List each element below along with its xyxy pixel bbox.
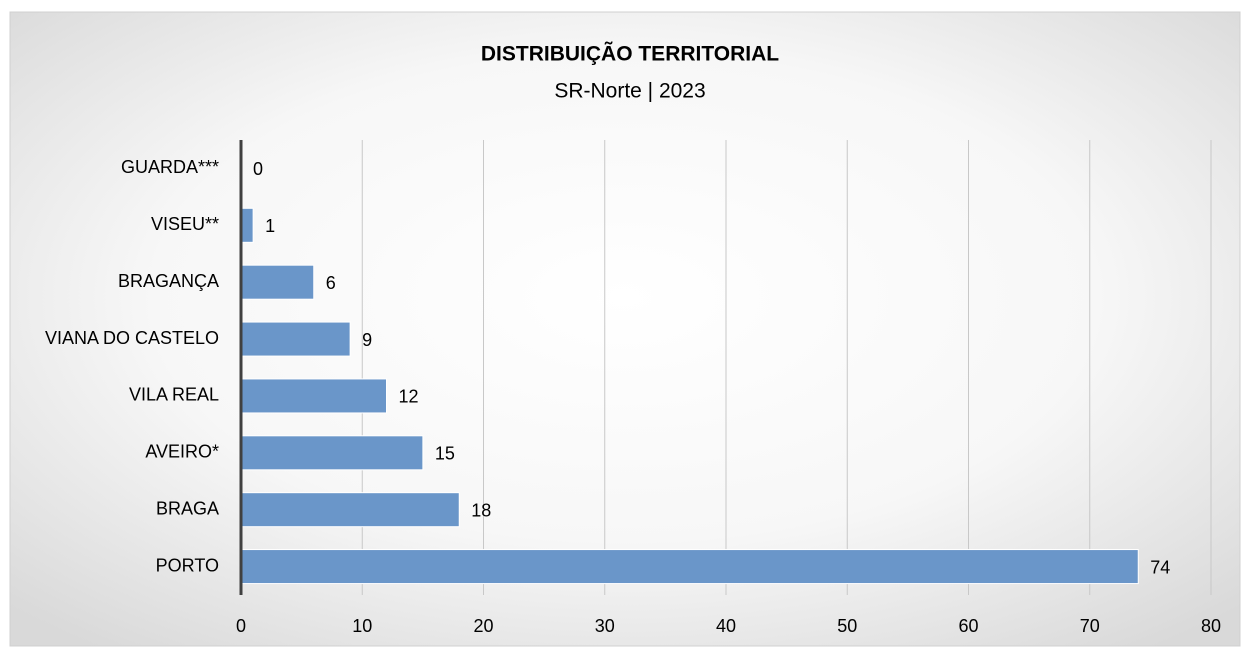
- bar: [240, 264, 315, 300]
- bar: [240, 207, 254, 243]
- y-tick-label: VISEU**: [151, 214, 219, 234]
- chart-title: DISTRIBUIÇÃO TERRITORIAL: [481, 43, 779, 66]
- bar: [240, 321, 351, 357]
- data-label: 15: [435, 444, 455, 464]
- data-label: 0: [253, 159, 263, 179]
- bar: [240, 492, 460, 528]
- data-label: 12: [399, 387, 419, 407]
- data-label: 9: [362, 330, 372, 350]
- x-tick-label: 10: [352, 616, 372, 636]
- x-tick-label: 70: [1080, 616, 1100, 636]
- data-label: 18: [471, 500, 491, 520]
- y-tick-label: AVEIRO*: [145, 442, 219, 462]
- data-label: 74: [1150, 557, 1170, 577]
- y-tick-label: GUARDA***: [121, 157, 219, 177]
- x-tick-label: 60: [958, 616, 978, 636]
- y-tick-label: VIANA DO CASTELO: [45, 328, 219, 348]
- data-label: 1: [265, 216, 275, 236]
- y-tick-label: BRAGA: [156, 498, 219, 518]
- bar: [240, 549, 1139, 585]
- chart-subtitle: SR-Norte | 2023: [554, 80, 705, 103]
- y-tick-label: BRAGANÇA: [118, 271, 219, 291]
- x-tick-label: 50: [837, 616, 857, 636]
- x-tick-label: 0: [236, 616, 246, 636]
- data-label: 6: [326, 273, 336, 293]
- x-tick-label: 80: [1201, 616, 1221, 636]
- x-tick-label: 40: [716, 616, 736, 636]
- bar: [240, 435, 424, 471]
- bar: [240, 378, 387, 414]
- x-tick-label: 20: [473, 616, 493, 636]
- x-tick-label: 30: [595, 616, 615, 636]
- y-tick-label: VILA REAL: [129, 385, 219, 405]
- y-tick-label: PORTO: [156, 555, 219, 575]
- chart-background: [9, 11, 1241, 647]
